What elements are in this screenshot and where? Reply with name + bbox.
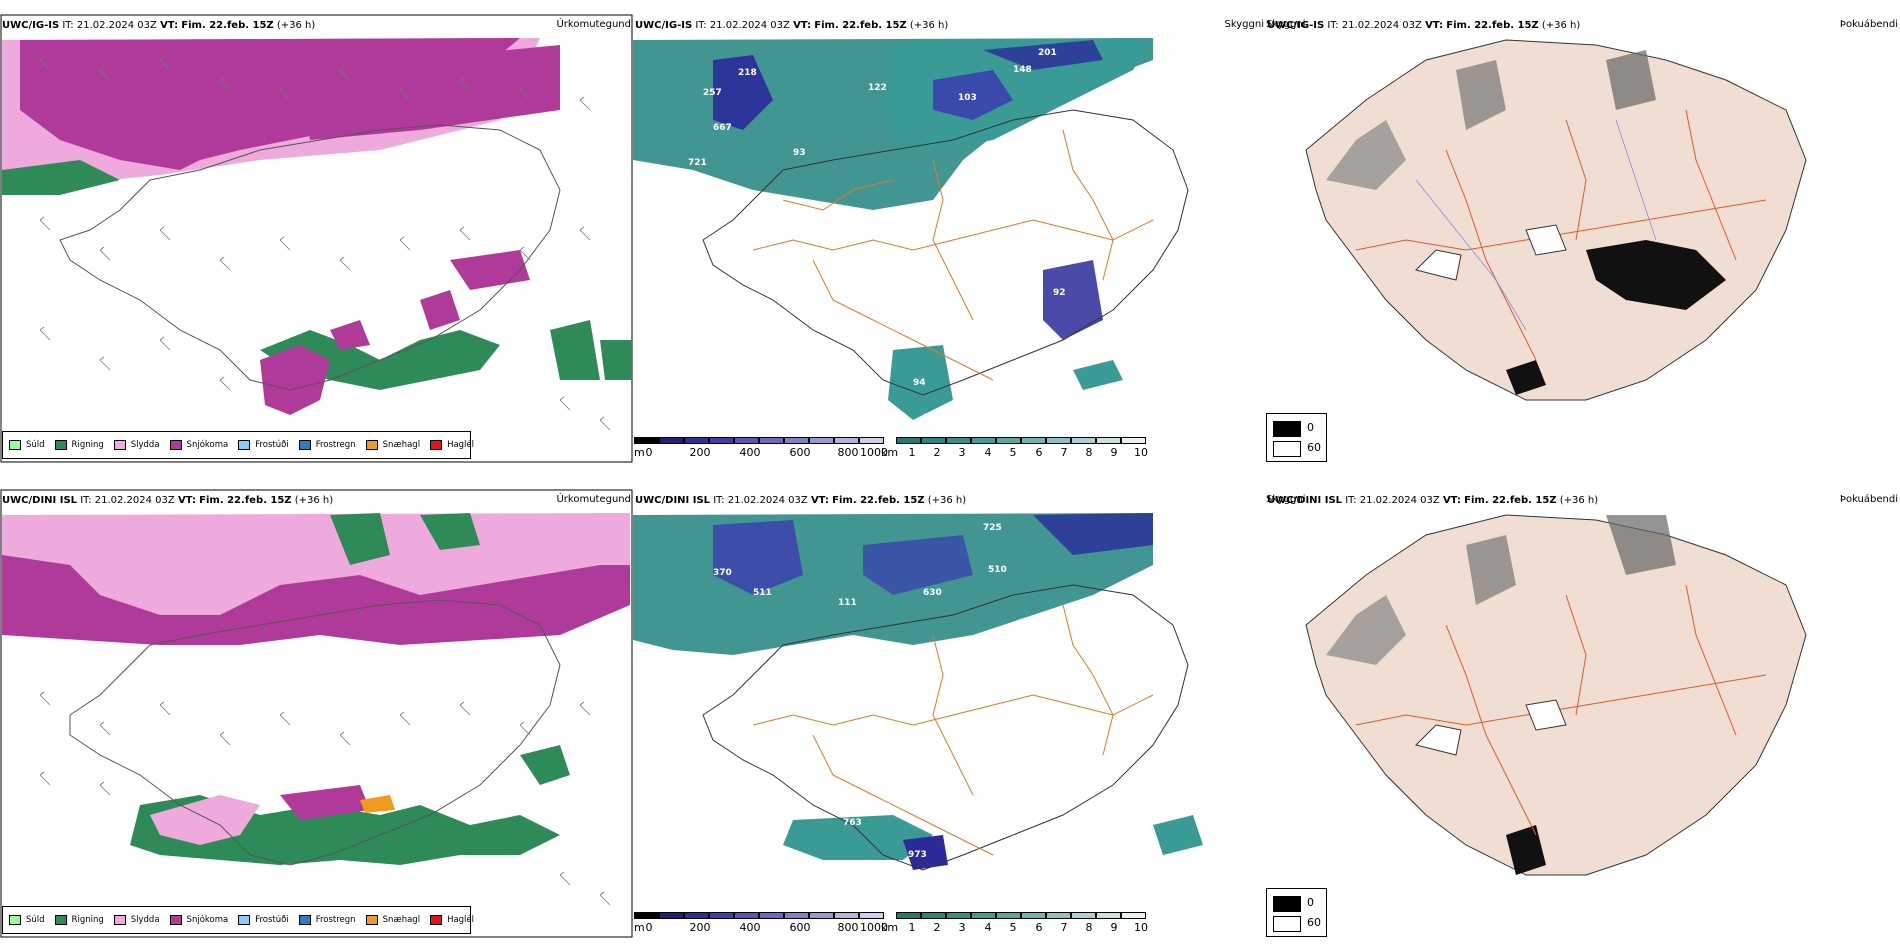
- panel-precip-type-bottom: UWC/DINI ISL IT: 21.02.2024 03Z VT: Fim.…: [0, 475, 633, 950]
- panel-title: UWC/DINI ISL IT: 21.02.2024 03Z VT: Fim.…: [1267, 495, 1599, 506]
- vis-value-label: 92: [1053, 288, 1066, 298]
- vis-colorbar-km: km 1 2 3 4 5 6 7 8 9 10: [881, 912, 1151, 940]
- panel-product-label: Skyggni: [1224, 19, 1264, 30]
- vis-value-label: 630: [923, 588, 942, 598]
- precip-type-map-bottom: [0, 489, 633, 938]
- legend-swatch: [113, 440, 126, 450]
- panel-precip-type-top: UWC/IG-IS IT: 21.02.2024 03Z VT: Fim. 22…: [0, 0, 633, 475]
- legend-swatch: [238, 440, 251, 450]
- fog-map-top: [1305, 39, 1807, 401]
- panel-title: UWC/IG-IS IT: 21.02.2024 03Z VT: Fim. 22…: [1267, 20, 1581, 31]
- legend-swatch: [113, 915, 126, 925]
- model-name: UWC/IG-IS: [2, 20, 60, 31]
- precip-type-map-top: [0, 14, 633, 463]
- legend-swatch: [298, 440, 311, 450]
- fog-legend-swatch-high: [1273, 441, 1301, 457]
- vis-value-label: 111: [838, 598, 857, 608]
- vis-value-label: 94: [913, 378, 926, 388]
- legend-item: Snæhagl: [365, 440, 420, 450]
- legend-item: Snjókoma: [169, 440, 228, 450]
- fog-legend-swatch-low: [1273, 421, 1301, 437]
- vis-colorbar-km: km 1 2 3 4 5 6 7 8 9 10: [881, 437, 1151, 465]
- legend-swatch: [54, 915, 67, 925]
- vis-value-label: 725: [983, 523, 1002, 533]
- init-time: IT: 21.02.2024 03Z: [62, 20, 157, 31]
- legend-item: Snæhagl: [365, 915, 420, 925]
- legend-item: Haglél: [430, 915, 474, 925]
- vis-value-label: 511: [753, 588, 772, 598]
- vis-value-label: 510: [988, 565, 1007, 575]
- panel-title: UWC/DINI ISL IT: 21.02.2024 03Z VT: Fim.…: [635, 495, 967, 506]
- vis-value-label: 370: [713, 568, 732, 578]
- legend-item: Súld: [9, 915, 45, 925]
- vis-value-label: 667: [713, 123, 732, 133]
- vis-value-label: 218: [738, 68, 757, 78]
- legend-swatch: [169, 440, 182, 450]
- vis-value-label: 973: [908, 850, 927, 860]
- legend-swatch: [9, 915, 21, 925]
- vis-value-label: 122: [868, 83, 887, 93]
- panel-visibility-bottom: 370 511 111 630 510 725 781 763 973 UWC/…: [633, 475, 1266, 950]
- vis-value-label: 763: [843, 818, 862, 828]
- legend-item: Frostúði: [238, 915, 289, 925]
- panel-title: UWC/DINI ISL IT: 21.02.2024 03Z VT: Fim.…: [2, 495, 334, 506]
- legend-swatch: [298, 915, 311, 925]
- legend-item: Slydda: [113, 915, 160, 925]
- vis-value-label: 257: [703, 88, 722, 98]
- vis-value-label: 201: [1038, 48, 1057, 58]
- legend-swatch: [430, 915, 443, 925]
- panel-product-label: Þokuábendi: [1839, 19, 1898, 30]
- vis-value-label: 781: [1133, 578, 1152, 588]
- vis-value-label: 103: [958, 93, 977, 103]
- fog-legend: 0 60: [1266, 413, 1327, 462]
- legend-swatch: [54, 440, 67, 450]
- vis-colorbar-m: m 0 200 400 600 800 1000: [634, 437, 888, 465]
- fog-legend-swatch-low: [1273, 896, 1301, 912]
- lead-time: (+36 h): [276, 20, 316, 31]
- legend-swatch: [365, 440, 378, 450]
- legend-swatch: [430, 440, 443, 450]
- legend-item: Haglél: [430, 440, 474, 450]
- vis-value-label: 93: [793, 148, 806, 158]
- precip-legend: Súld Rigning Slydda Snjókoma Frostúði Fr…: [2, 431, 474, 459]
- vis-value-label: 148: [1013, 65, 1032, 75]
- vis-colorbar-m: m 0 200 400 600 800 1000: [634, 912, 888, 940]
- legend-item: Slydda: [113, 440, 160, 450]
- panel-product-label-shared: Skyggni: [1266, 494, 1306, 505]
- legend-item: Frostregn: [298, 440, 356, 450]
- vis-value-label: 721: [688, 158, 707, 168]
- legend-item: Frostregn: [298, 915, 356, 925]
- legend-item: Snjókoma: [169, 915, 228, 925]
- panel-product-label: Úrkomutegund: [556, 19, 631, 30]
- visibility-map-bottom: 370 511 111 630 510 725 781 763 973: [633, 513, 1203, 871]
- legend-item: Frostúði: [238, 440, 289, 450]
- legend-item: Rigning: [54, 915, 104, 925]
- legend-swatch: [169, 915, 182, 925]
- panel-product-label: Úrkomutegund: [556, 494, 631, 505]
- legend-swatch: [238, 915, 251, 925]
- legend-item: Súld: [9, 440, 45, 450]
- panel-title: UWC/IG-IS IT: 21.02.2024 03Z VT: Fim. 22…: [2, 20, 315, 31]
- fog-legend-swatch-high: [1273, 916, 1301, 932]
- valid-time: Fim. 22.feb. 15Z: [181, 20, 274, 31]
- vt-label: VT:: [160, 20, 179, 31]
- panel-product-label: Þokuábendi: [1839, 494, 1898, 505]
- vis-value-label: 311: [923, 413, 942, 423]
- legend-swatch: [9, 440, 21, 450]
- panel-fog-top: Skyggni UWC/IG-IS IT: 21.02.2024 03Z VT:…: [1266, 0, 1900, 475]
- panel-product-label-shared: Skyggni: [1266, 19, 1306, 30]
- panel-title: UWC/IG-IS IT: 21.02.2024 03Z VT: Fim. 22…: [635, 20, 949, 31]
- legend-item: Rigning: [54, 440, 104, 450]
- panel-fog-bottom: Skyggni UWC/DINI ISL IT: 21.02.2024 03Z …: [1266, 475, 1900, 950]
- visibility-map-top: 218 257 667 721 93 122 103 148 201 92 94…: [633, 38, 1189, 423]
- fog-legend: 0 60: [1266, 888, 1327, 937]
- fog-map-bottom: [1305, 514, 1807, 876]
- legend-swatch: [365, 915, 378, 925]
- precip-legend: Súld Rigning Slydda Snjókoma Frostúði Fr…: [2, 906, 474, 934]
- panel-visibility-top: 218 257 667 721 93 122 103 148 201 92 94…: [633, 0, 1266, 475]
